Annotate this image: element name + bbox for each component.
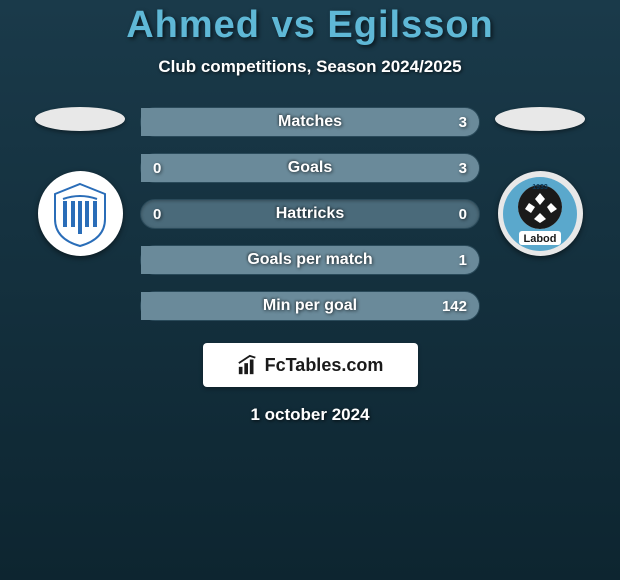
stats-column: Matches 3 0 Goals 3 0 Hattricks 0 Goals per matc…	[140, 107, 480, 321]
stat-bar: Goals per match 1	[140, 245, 480, 275]
stat-value-right: 3	[459, 114, 467, 131]
stat-value-right: 142	[442, 298, 467, 315]
left-player-oval	[35, 107, 125, 131]
stat-value-left: 0	[153, 206, 161, 223]
stat-value-right: 1	[459, 252, 467, 269]
stat-label: Goals	[288, 159, 332, 177]
left-club-logo-icon	[45, 179, 115, 249]
stat-bar: 0 Hattricks 0	[140, 199, 480, 229]
right-club-logo-icon: 1933 Labod	[501, 175, 579, 253]
comparison-card: Ahmed vs Egilsson Club competitions, Sea…	[0, 0, 620, 580]
stat-value-right: 3	[459, 160, 467, 177]
page-title: Ahmed vs Egilsson	[126, 4, 494, 47]
svg-text:1933: 1933	[532, 184, 548, 191]
right-player-oval	[495, 107, 585, 131]
main-row: Matches 3 0 Goals 3 0 Hattricks 0 Goals per matc…	[0, 107, 620, 321]
chart-icon	[237, 354, 259, 376]
stat-bar: Matches 3	[140, 107, 480, 137]
svg-text:Labod: Labod	[524, 233, 557, 245]
date-text: 1 october 2024	[250, 405, 369, 425]
stat-value-right: 0	[459, 206, 467, 223]
stat-bar: Min per goal 142	[140, 291, 480, 321]
left-player-col	[30, 107, 130, 256]
brand-text: FcTables.com	[265, 355, 384, 376]
stat-label: Goals per match	[247, 251, 372, 269]
right-player-col: 1933 Labod	[490, 107, 590, 256]
stat-label: Hattricks	[276, 205, 344, 223]
left-club-badge	[38, 171, 123, 256]
right-club-badge: 1933 Labod	[498, 171, 583, 256]
brand-box[interactable]: FcTables.com	[203, 343, 418, 387]
stat-value-left: 0	[153, 160, 161, 177]
stat-label: Min per goal	[263, 297, 357, 315]
subtitle: Club competitions, Season 2024/2025	[158, 57, 461, 77]
stat-label: Matches	[278, 113, 342, 131]
stat-bar: 0 Goals 3	[140, 153, 480, 183]
